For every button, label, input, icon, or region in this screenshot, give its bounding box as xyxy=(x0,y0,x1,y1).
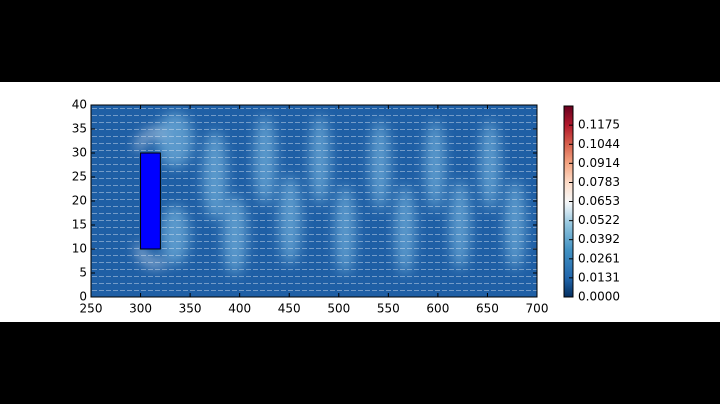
obstacle xyxy=(140,152,161,250)
y-tick-label: 5 xyxy=(79,266,87,280)
x-tick-label: 500 xyxy=(327,302,350,316)
x-tick-label: 450 xyxy=(278,302,301,316)
y-tick-label: 20 xyxy=(72,194,87,208)
x-tick-label: 250 xyxy=(80,302,103,316)
y-tick-label: 15 xyxy=(72,218,87,232)
x-tick-label: 550 xyxy=(377,302,400,316)
colorbar-tick-label: 0.1175 xyxy=(578,118,620,132)
y-tick-label: 25 xyxy=(72,170,87,184)
field xyxy=(91,105,537,297)
colorbar-tick-label: 0.0783 xyxy=(578,175,620,189)
x-tick-label: 300 xyxy=(129,302,152,316)
x-tick-label: 600 xyxy=(426,302,449,316)
y-tick-label: 35 xyxy=(72,122,87,136)
colorbar-tick-label: 0.0261 xyxy=(578,251,620,265)
y-tick-label: 10 xyxy=(72,242,87,256)
colorbar-tick-label: 0.0131 xyxy=(578,270,620,284)
colorbar-tick-label: 0.0522 xyxy=(578,213,620,227)
colorbar-tick-label: 0.0914 xyxy=(578,156,620,170)
colorbar-tick-label: 0.1044 xyxy=(578,137,620,151)
y-tick-label: 30 xyxy=(72,146,87,160)
y-tick-label: 40 xyxy=(72,98,87,112)
x-tick-label: 650 xyxy=(476,302,499,316)
colorbar-tick-label: 0.0000 xyxy=(578,290,620,304)
x-tick-label: 700 xyxy=(526,302,549,316)
x-tick-label: 400 xyxy=(228,302,251,316)
x-tick-label: 350 xyxy=(179,302,202,316)
colorbar-tick-label: 0.0653 xyxy=(578,194,620,208)
y-tick-label: 0 xyxy=(79,290,87,304)
colorbar-tick-label: 0.0392 xyxy=(578,232,620,246)
